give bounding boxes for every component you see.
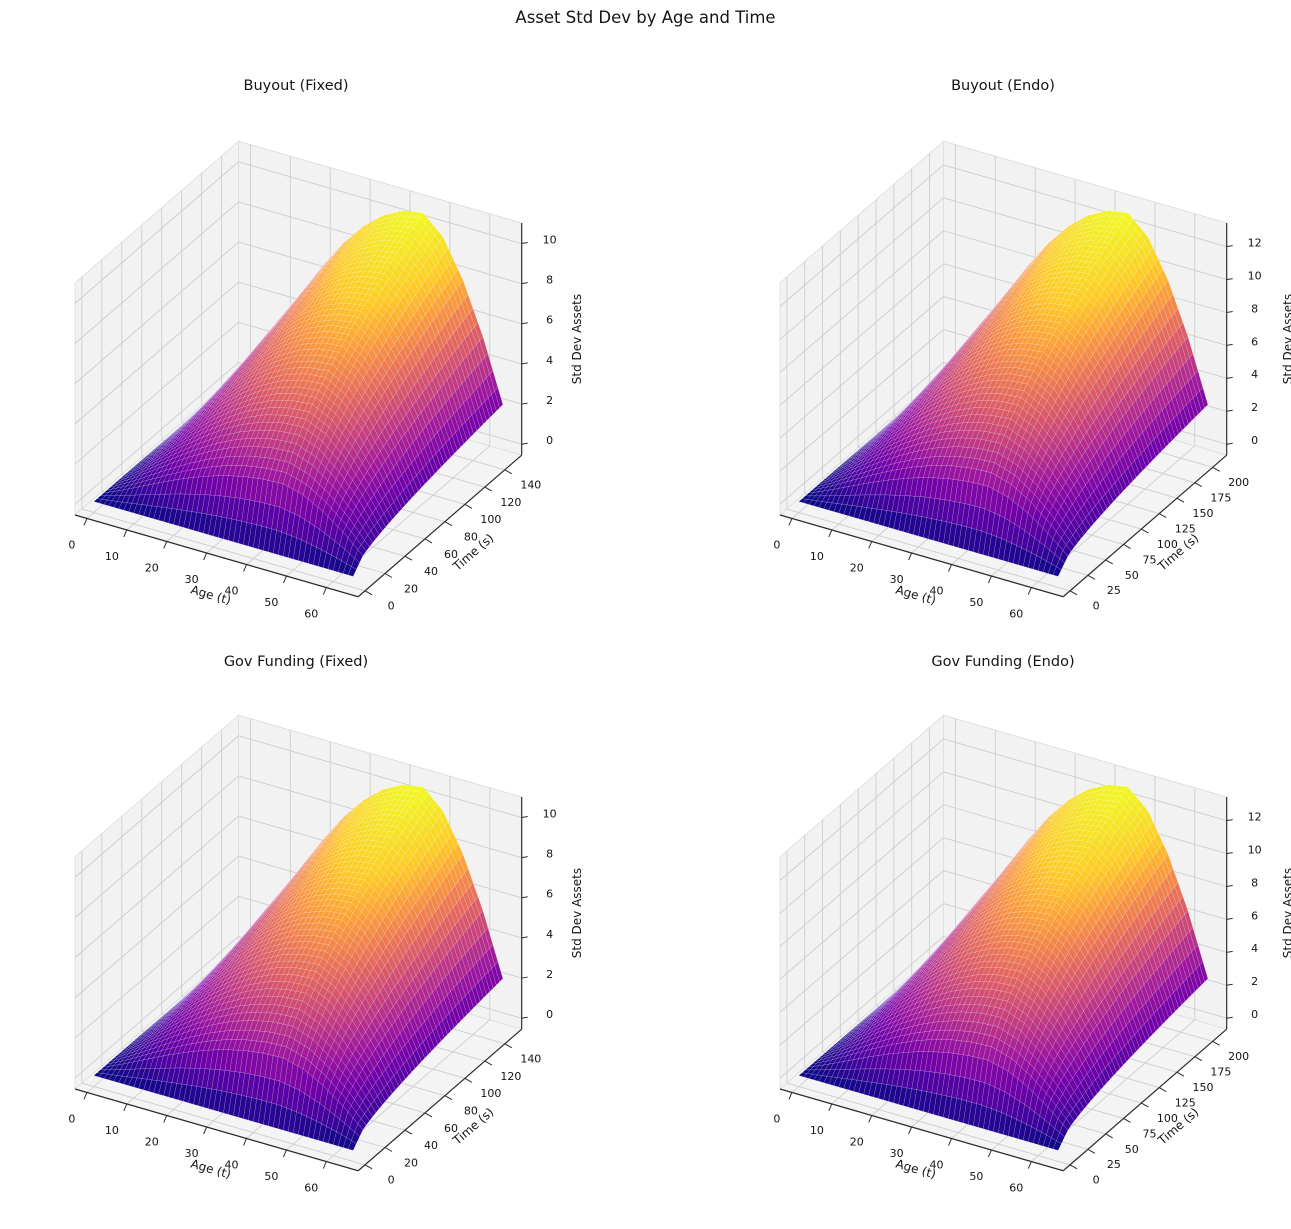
panel-buyout-endo: Buyout (Endo) xyxy=(646,35,1291,630)
surface-plot-gov-funding-endo xyxy=(646,630,1291,1229)
surface-plot-buyout-endo xyxy=(646,35,1291,630)
surface-plot-buyout-fixed xyxy=(0,35,645,630)
panel-gov-funding-endo: Gov Funding (Endo) xyxy=(646,630,1291,1229)
panel-gov-funding-fixed: Gov Funding (Fixed) xyxy=(0,630,645,1229)
figure-title: Asset Std Dev by Age and Time xyxy=(515,8,776,27)
surface-plot-gov-funding-fixed xyxy=(0,630,645,1229)
panel-buyout-fixed: Buyout (Fixed) xyxy=(0,35,645,630)
